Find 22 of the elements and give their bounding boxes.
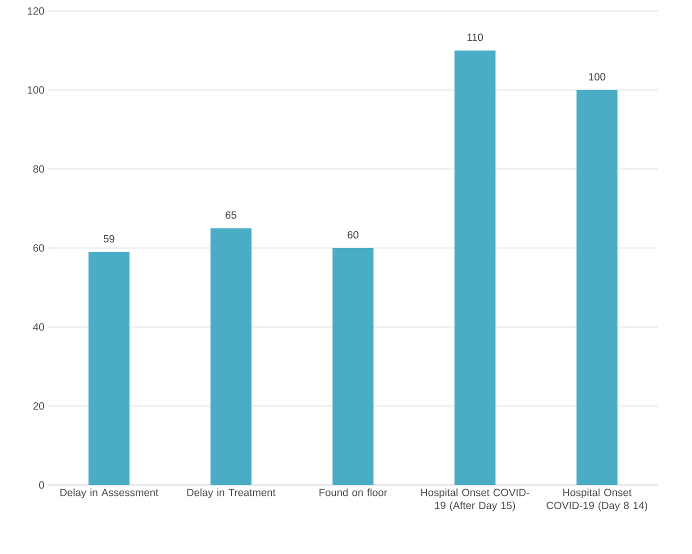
y-tick-label: 40	[33, 323, 44, 331]
bar	[210, 228, 252, 485]
bar	[88, 252, 130, 485]
data-label: 59	[104, 235, 114, 242]
x-tick-label: Hospital Onset COVID-19 (Day 8 14)	[546, 488, 648, 512]
y-tick-label: 60	[33, 244, 44, 252]
data-label: 65	[226, 211, 236, 219]
y-tick-label: 0	[39, 481, 44, 489]
bar	[332, 248, 374, 485]
x-tick-label: Found on floor	[320, 488, 388, 496]
bar	[576, 90, 618, 485]
x-tick-label: Hospital Onset COVID-19 (After Day 15)	[421, 488, 530, 512]
y-tick-label: 20	[33, 402, 44, 410]
bar	[454, 50, 496, 485]
y-tick-label: 120	[28, 7, 44, 15]
data-label: 100	[589, 73, 606, 81]
x-tick-label: Delay in Treatment	[187, 488, 276, 498]
y-tick-label: 80	[33, 165, 44, 173]
data-label: 60	[348, 231, 358, 239]
y-tick-label: 100	[28, 86, 44, 94]
x-tick-label: Delay in Assessment	[60, 488, 158, 498]
data-label: 110	[467, 34, 483, 42]
